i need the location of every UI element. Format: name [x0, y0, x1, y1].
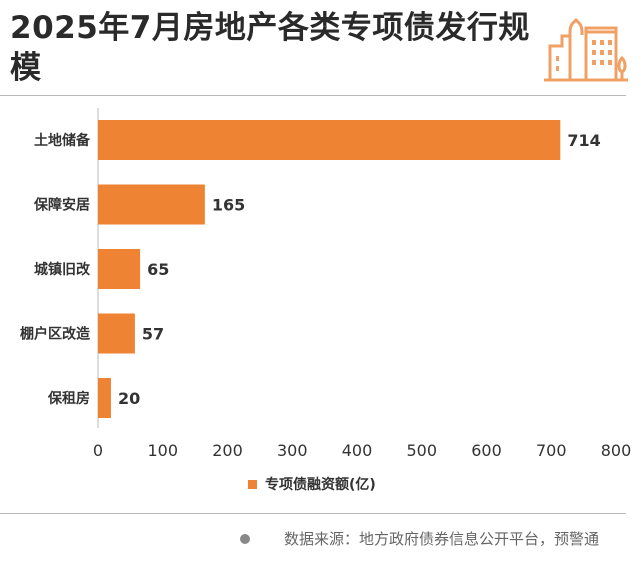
- bar: [98, 313, 135, 354]
- x-tick-label: 100: [147, 441, 178, 460]
- bar: [98, 120, 561, 160]
- category-label: 城镇旧改: [34, 261, 91, 278]
- data-label: 714: [567, 131, 600, 150]
- data-label: 20: [118, 389, 140, 408]
- x-tick-label: 500: [406, 441, 437, 460]
- data-label: 65: [147, 260, 169, 279]
- x-tick-label: 400: [342, 441, 373, 460]
- data-label: 57: [142, 325, 164, 344]
- legend-label: 专项债融资额(亿): [265, 477, 376, 493]
- bar: [98, 378, 111, 418]
- data-label: 165: [212, 196, 245, 215]
- x-tick-label: 600: [471, 441, 502, 460]
- x-tick-label: 300: [277, 441, 308, 460]
- source-note: 数据来源：地方政府债券信息公开平台，预警通: [240, 528, 599, 549]
- category-label: 土地储备: [34, 132, 91, 149]
- x-tick-label: 700: [536, 441, 567, 460]
- x-tick-label: 0: [93, 441, 103, 460]
- source-text: 数据来源：地方政府债券信息公开平台，预警通: [284, 530, 600, 548]
- footer-divider: [0, 513, 626, 514]
- bar: [98, 184, 205, 225]
- legend: 专项债融资额(亿): [248, 474, 376, 494]
- category-label: 保障安居: [33, 197, 90, 214]
- chart-title: 2025年7月房地产各类专项债发行规模: [10, 10, 530, 86]
- category-label: 保租房: [47, 390, 90, 407]
- category-label: 棚户区改造: [20, 326, 90, 343]
- bar: [98, 249, 141, 289]
- legend-swatch: [248, 479, 257, 489]
- x-tick-label: 800: [601, 441, 632, 460]
- bullet-icon: [240, 533, 250, 544]
- title-divider: [0, 95, 626, 96]
- city-buildings-icon: [544, 17, 628, 82]
- x-tick-label: 200: [212, 441, 243, 460]
